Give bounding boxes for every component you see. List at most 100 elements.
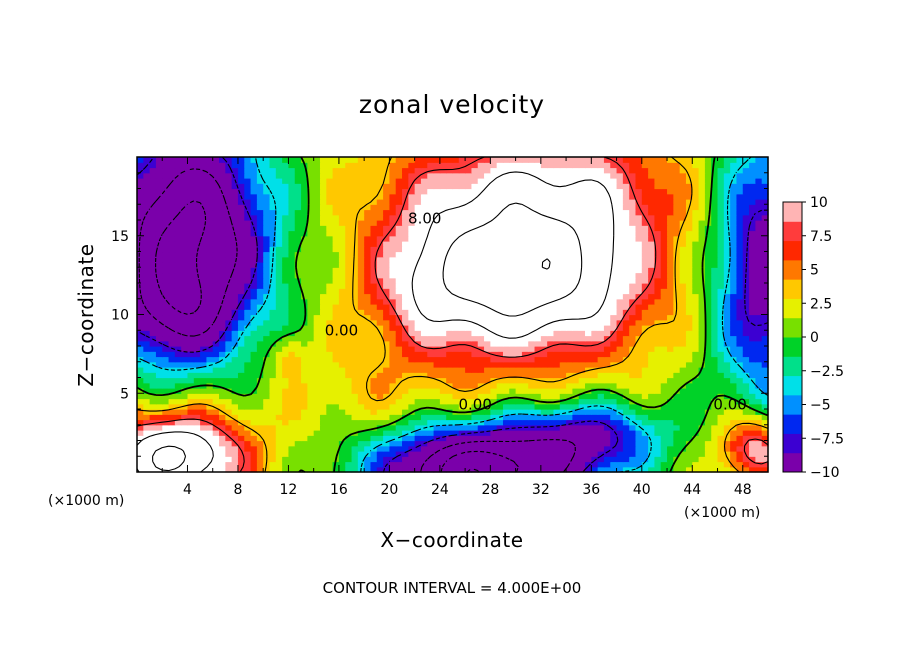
field-cell (685, 319, 693, 326)
field-cell (439, 225, 447, 232)
field-cell (395, 283, 403, 289)
field-cell (585, 262, 592, 268)
field-cell (603, 367, 611, 373)
field-cell (515, 361, 523, 368)
field-cell (326, 272, 334, 279)
field-cell (667, 235, 674, 242)
field-cell (338, 414, 346, 421)
field-cell (206, 398, 214, 405)
field-cell (313, 241, 321, 247)
field-cell (692, 382, 700, 389)
field-cell (559, 325, 567, 331)
field-cell (723, 466, 731, 473)
field-cell (622, 398, 630, 405)
field-cell (578, 309, 586, 316)
field-cell (269, 445, 277, 452)
field-cell (181, 225, 189, 232)
field-cell (540, 309, 548, 316)
field-cell (471, 382, 479, 389)
field-cell (282, 440, 290, 447)
field-cell (420, 288, 428, 295)
field-cell (679, 230, 687, 237)
field-cell (219, 398, 226, 405)
field-cell (376, 256, 384, 263)
field-cell (585, 361, 592, 368)
field-cell (376, 403, 384, 410)
field-cell (345, 351, 353, 358)
field-cell (603, 267, 611, 274)
field-cell (370, 414, 378, 421)
field-cell (717, 445, 725, 452)
field-cell (736, 277, 744, 284)
field-cell (143, 277, 151, 284)
field-cell (635, 382, 643, 389)
field-cell (187, 451, 195, 457)
field-cell (566, 283, 573, 289)
field-cell (143, 304, 151, 310)
field-cell (566, 241, 573, 247)
field-cell (212, 241, 220, 247)
field-cell (313, 430, 321, 436)
field-cell (181, 424, 189, 431)
field-cell (389, 388, 397, 394)
field-cell (667, 398, 674, 405)
field-cell (212, 367, 220, 373)
field-cell (749, 367, 756, 373)
field-cell (465, 314, 473, 321)
field-cell (389, 319, 397, 326)
field-cell (534, 267, 542, 274)
field-cell (692, 372, 700, 379)
field-cell (357, 367, 365, 373)
field-cell (149, 272, 157, 279)
field-cell (206, 225, 214, 232)
field-cell (736, 372, 744, 379)
field-cell (660, 356, 668, 363)
field-cell (408, 346, 416, 352)
field-cell (250, 256, 258, 263)
field-cell (521, 451, 529, 457)
field-cell (402, 267, 409, 274)
field-cell (137, 304, 144, 310)
field-cell (212, 403, 220, 410)
field-cell (698, 424, 706, 431)
field-cell (332, 367, 340, 373)
field-cell (547, 256, 555, 263)
field-cell (389, 214, 397, 221)
field-cell (357, 456, 365, 463)
field-cell (622, 246, 630, 253)
field-cell (736, 377, 744, 384)
field-cell (433, 304, 441, 310)
field-cell (433, 424, 441, 431)
field-cell (439, 382, 447, 389)
field-cell (237, 277, 245, 284)
field-cell (256, 430, 264, 436)
field-cell (402, 251, 409, 258)
field-cell (275, 367, 283, 373)
field-cell (717, 398, 725, 405)
field-cell (471, 330, 479, 337)
field-cell (338, 314, 346, 321)
field-cell (206, 246, 214, 253)
field-cell (667, 330, 674, 337)
field-cell (389, 409, 397, 415)
field-cell (256, 456, 264, 463)
field-cell (250, 356, 258, 363)
field-cell (528, 330, 536, 337)
field-cell (263, 466, 271, 473)
field-cell (326, 419, 334, 426)
field-cell (572, 435, 580, 442)
field-cell (749, 435, 756, 442)
field-cell (282, 461, 290, 468)
field-cell (332, 304, 340, 310)
field-cell (648, 377, 656, 384)
field-cell (231, 335, 239, 342)
field-cell (326, 403, 334, 410)
field-cell (187, 298, 195, 305)
field-cell (263, 256, 271, 263)
field-cell (351, 466, 359, 473)
field-cell (566, 325, 573, 331)
field-cell (496, 456, 504, 463)
field-cell (288, 351, 296, 358)
field-cell (301, 346, 308, 352)
field-cell (376, 398, 384, 405)
